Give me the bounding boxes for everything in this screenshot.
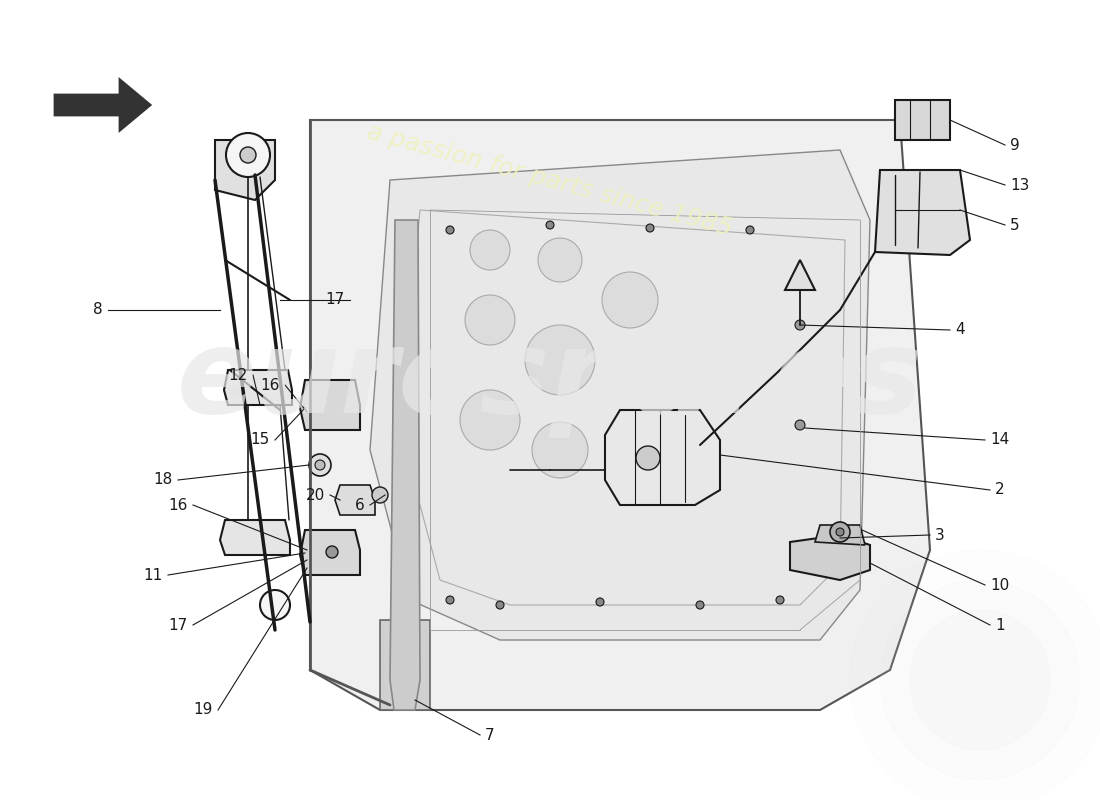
Circle shape xyxy=(880,580,1080,780)
Circle shape xyxy=(446,226,454,234)
Circle shape xyxy=(596,598,604,606)
Polygon shape xyxy=(224,370,292,405)
Polygon shape xyxy=(390,220,420,710)
Circle shape xyxy=(226,133,270,177)
Circle shape xyxy=(546,221,554,229)
Circle shape xyxy=(850,550,1100,800)
Text: 17: 17 xyxy=(326,293,345,307)
Text: 17: 17 xyxy=(168,618,188,633)
Circle shape xyxy=(532,422,588,478)
Text: 7: 7 xyxy=(485,727,495,742)
Text: eurospares: eurospares xyxy=(177,322,923,438)
Circle shape xyxy=(496,601,504,609)
Circle shape xyxy=(776,596,784,604)
Circle shape xyxy=(795,420,805,430)
Circle shape xyxy=(538,238,582,282)
Circle shape xyxy=(315,460,324,470)
Circle shape xyxy=(910,610,1050,750)
Circle shape xyxy=(836,528,844,536)
Text: a passion for parts since 1985: a passion for parts since 1985 xyxy=(364,119,736,241)
Circle shape xyxy=(470,230,510,270)
Circle shape xyxy=(446,596,454,604)
Polygon shape xyxy=(300,380,360,430)
Polygon shape xyxy=(785,260,815,290)
Text: 5: 5 xyxy=(1010,218,1020,233)
Circle shape xyxy=(636,446,660,470)
Polygon shape xyxy=(300,530,360,575)
Polygon shape xyxy=(220,520,290,555)
Polygon shape xyxy=(336,485,375,515)
Text: 20: 20 xyxy=(306,487,324,502)
Polygon shape xyxy=(370,150,870,640)
Polygon shape xyxy=(55,80,150,130)
Circle shape xyxy=(465,295,515,345)
Text: 18: 18 xyxy=(154,473,173,487)
Circle shape xyxy=(372,487,388,503)
Text: 9: 9 xyxy=(1010,138,1020,153)
Text: 19: 19 xyxy=(194,702,213,718)
Text: 14: 14 xyxy=(990,433,1010,447)
Polygon shape xyxy=(790,535,870,580)
Circle shape xyxy=(240,147,256,163)
Text: 1: 1 xyxy=(996,618,1004,633)
Text: 10: 10 xyxy=(990,578,1010,593)
Text: 13: 13 xyxy=(1010,178,1030,193)
Text: 11: 11 xyxy=(144,567,163,582)
Circle shape xyxy=(646,224,654,232)
Text: 6: 6 xyxy=(355,498,365,513)
Circle shape xyxy=(696,601,704,609)
Text: 2: 2 xyxy=(996,482,1004,498)
Circle shape xyxy=(309,454,331,476)
Polygon shape xyxy=(874,170,970,255)
Circle shape xyxy=(460,390,520,450)
Circle shape xyxy=(326,546,338,558)
Circle shape xyxy=(830,522,850,542)
Polygon shape xyxy=(605,410,720,505)
Text: 3: 3 xyxy=(935,527,945,542)
Circle shape xyxy=(260,590,290,620)
Text: 16: 16 xyxy=(261,378,280,393)
Circle shape xyxy=(602,272,658,328)
Circle shape xyxy=(746,226,754,234)
Text: 8: 8 xyxy=(94,302,103,318)
Polygon shape xyxy=(895,100,950,140)
Text: 16: 16 xyxy=(168,498,188,513)
Polygon shape xyxy=(310,120,930,710)
Circle shape xyxy=(525,325,595,395)
Text: 12: 12 xyxy=(229,367,248,382)
Polygon shape xyxy=(815,525,865,545)
Circle shape xyxy=(795,320,805,330)
Polygon shape xyxy=(379,620,430,710)
Polygon shape xyxy=(214,140,275,200)
Text: 15: 15 xyxy=(251,433,270,447)
Text: 4: 4 xyxy=(955,322,965,338)
